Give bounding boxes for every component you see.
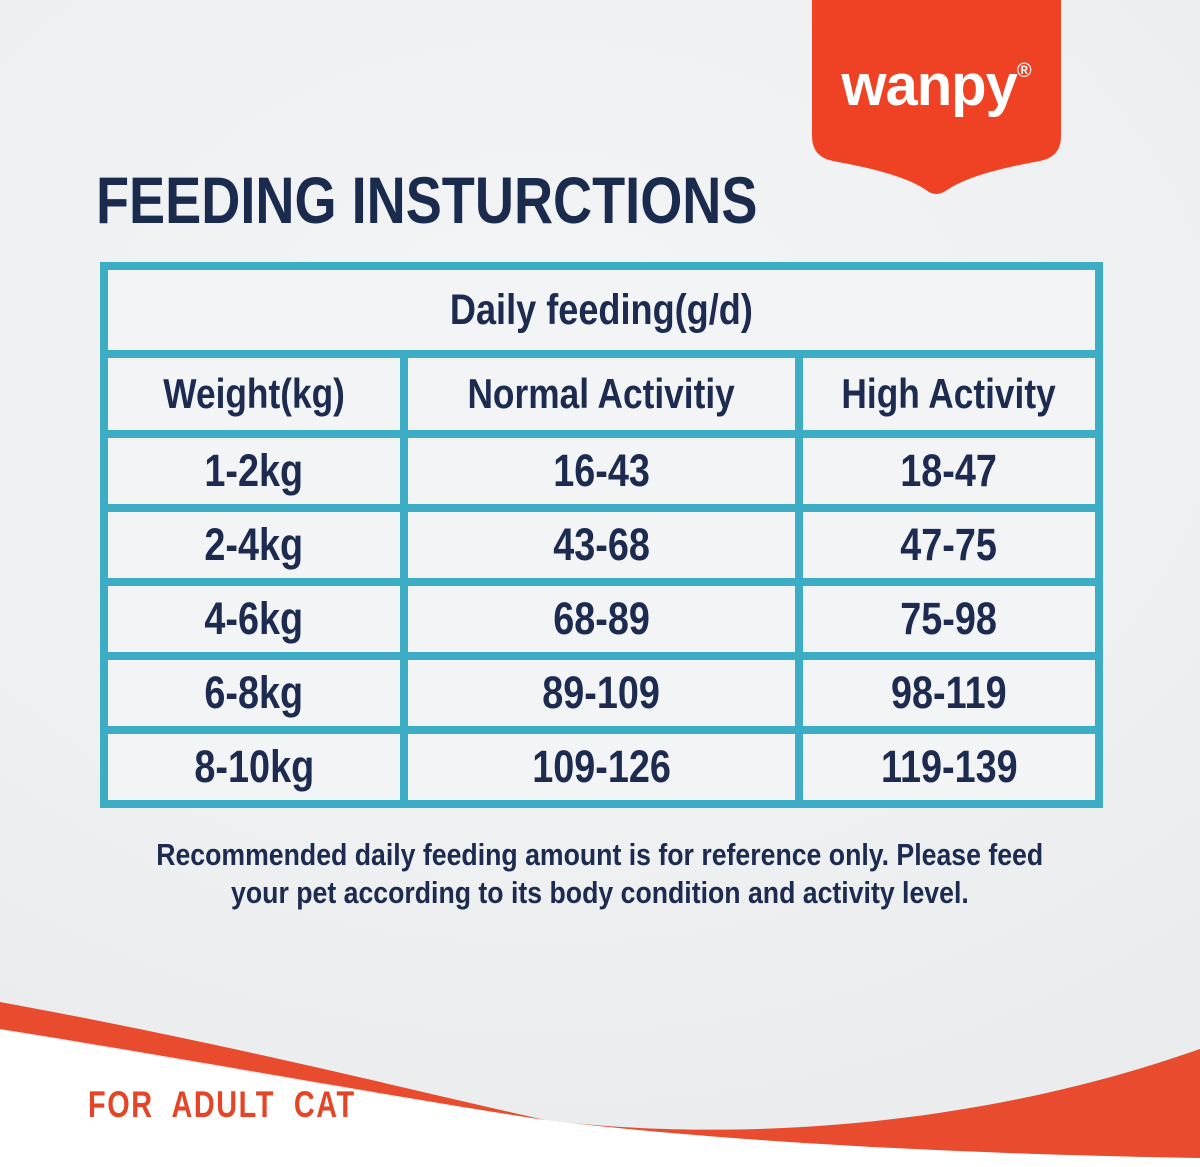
col-header-high-activity: High Activity — [803, 358, 1095, 430]
brand-logo-text: wanpy — [841, 53, 1017, 118]
brand-logo: wanpy® — [812, 52, 1061, 119]
table-cell-high-row3: 75-98 — [803, 586, 1095, 652]
wave-red-band — [545, 1049, 1200, 1158]
brand-badge: wanpy® — [812, 0, 1061, 196]
feeding-table: Daily feeding(g/d) Weight(kg) Normal Act… — [100, 262, 1103, 808]
table-cell-high-row1: 18-47 — [803, 438, 1095, 504]
table-cell-weight-row1: 1-2kg — [108, 438, 400, 504]
table-cell-normal-row2: 43-68 — [408, 512, 795, 578]
table-cell-normal-row5: 109-126 — [408, 734, 795, 800]
footer-label-text: FOR ADULT CAT — [88, 1084, 356, 1125]
col-header-normal-activity: Normal Activitiy — [408, 358, 795, 430]
table-cell-weight-row2: 2-4kg — [108, 512, 400, 578]
note-line-1: Recommended daily feeding amount is for … — [156, 837, 1044, 872]
table-cell-high-row2: 47-75 — [803, 512, 1095, 578]
wave-white-area — [0, 1030, 1200, 1167]
wave-red-ribbon — [0, 1002, 545, 1120]
table-cell-normal-row4: 89-109 — [408, 660, 795, 726]
table-cell-high-row5: 119-139 — [803, 734, 1095, 800]
table-cell-weight-row3: 4-6kg — [108, 586, 400, 652]
footer-label: FOR ADULT CAT — [88, 1084, 431, 1126]
page-title: FEEDING INSTURCTIONS — [96, 162, 903, 238]
brand-badge-shape — [812, 0, 1061, 194]
registered-mark: ® — [1016, 60, 1032, 82]
table-cell-high-row4: 98-119 — [803, 660, 1095, 726]
table-title-cell: Daily feeding(g/d) — [108, 270, 1095, 350]
table-cell-normal-row3: 68-89 — [408, 586, 795, 652]
table-title: Daily feeding(g/d) — [449, 285, 754, 334]
feeding-note: Recommended daily feeding amount is for … — [0, 836, 1200, 912]
table-cell-weight-row5: 8-10kg — [108, 734, 400, 800]
page-title-text: FEEDING INSTURCTIONS — [96, 163, 758, 237]
col-header-weight: Weight(kg) — [108, 358, 400, 430]
table-cell-weight-row4: 6-8kg — [108, 660, 400, 726]
table-cell-normal-row1: 16-43 — [408, 438, 795, 504]
bottom-wave — [0, 1002, 1200, 1167]
note-line-2: your pet according to its body condition… — [231, 875, 969, 910]
